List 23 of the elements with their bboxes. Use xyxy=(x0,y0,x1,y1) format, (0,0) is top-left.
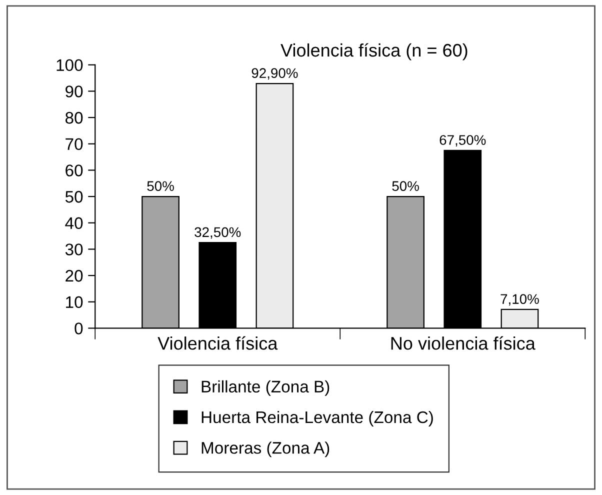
x-tick-label: Violencia física xyxy=(158,336,278,350)
legend-label: Brillante (Zona B) xyxy=(202,380,330,396)
y-tick-label: 50 xyxy=(65,190,83,203)
y-tick-label: 10 xyxy=(66,296,83,308)
y-tick-label: 60 xyxy=(66,164,83,176)
y-tick-label: 80 xyxy=(66,112,83,124)
data-label: 32,50% xyxy=(194,227,241,239)
y-tick-label: 30 xyxy=(65,244,83,256)
y-tick-label: 100 xyxy=(56,59,83,72)
y-tick-label: 90 xyxy=(66,86,83,98)
legend-label: Huerta Reina-Levante (Zona C) xyxy=(202,410,433,426)
data-label: 67,50% xyxy=(440,135,486,147)
y-tick-label: 40 xyxy=(65,217,83,230)
x-tick-label: No violencia física xyxy=(391,336,536,350)
data-label: 50% xyxy=(392,181,419,191)
data-label: 7,10% xyxy=(500,294,539,306)
y-tick-label: 20 xyxy=(66,270,83,282)
chart-title: Violencia física (n = 60) xyxy=(280,43,468,60)
y-tick-label: 70 xyxy=(66,138,83,150)
legend-label: Moreras (Zona A) xyxy=(202,442,330,458)
data-label: 50% xyxy=(147,181,174,191)
y-tick-label: 0 xyxy=(74,322,83,334)
data-label: 92,90% xyxy=(252,68,298,80)
